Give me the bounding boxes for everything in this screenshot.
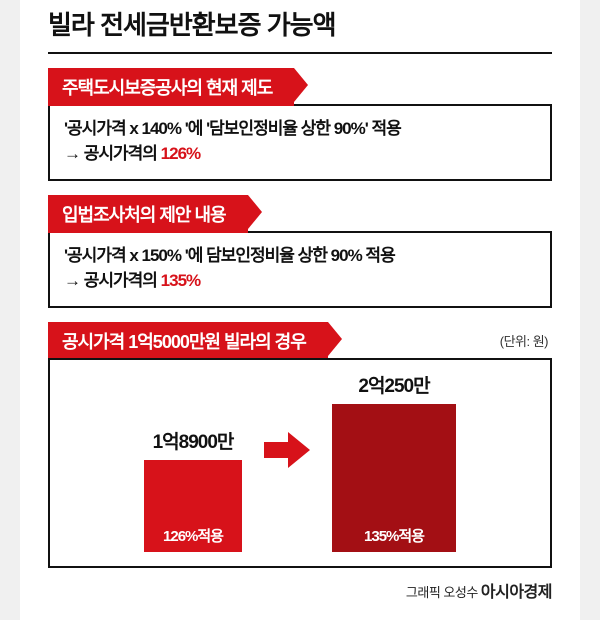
section1-box: '공시가격 x 140% '에 '담보인정비율 상한 90%' 적용 → 공시가… bbox=[48, 104, 552, 181]
section1-line2: → 공시가격의 126% bbox=[64, 141, 536, 167]
section-example: 공시가격 1억5000만원 빌라의 경우 (단위: 원) 1억8900만 126… bbox=[48, 322, 552, 568]
bar1-bottom-label: 126%적용 bbox=[163, 525, 223, 546]
section2-box: '공시가격 x 150% '에 담보인정비율 상한 90% 적용 → 공시가격의… bbox=[48, 231, 552, 308]
bar1-value: 1억8900만 bbox=[153, 427, 234, 454]
section2-line2: → 공시가격의 135% bbox=[64, 268, 536, 294]
bar2: 135%적용 bbox=[332, 404, 456, 552]
credit-line: 그래픽 오성수 아시아경제 bbox=[48, 578, 552, 602]
section1-tab: 주택도시보증공사의 현재 제도 bbox=[48, 68, 294, 106]
bar-chart: 1억8900만 126%적용 2억250만 135%적용 bbox=[80, 378, 520, 552]
bar1: 126%적용 bbox=[144, 460, 242, 552]
infographic-card: 빌라 전세금반환보증 가능액 주택도시보증공사의 현재 제도 '공시가격 x 1… bbox=[20, 0, 580, 620]
main-title: 빌라 전세금반환보증 가능액 bbox=[48, 5, 552, 54]
section-proposal: 입법조사처의 제안 내용 '공시가격 x 150% '에 담보인정비율 상한 9… bbox=[48, 195, 552, 308]
unit-label: (단위: 원) bbox=[500, 331, 552, 350]
section-current-system: 주택도시보증공사의 현재 제도 '공시가격 x 140% '에 '담보인정비율 … bbox=[48, 68, 552, 181]
section1-line1: '공시가격 x 140% '에 '담보인정비율 상한 90%' 적용 bbox=[64, 116, 536, 142]
section2-line2-prefix: → 공시가격의 bbox=[64, 271, 161, 290]
chart-box: 1억8900만 126%적용 2억250만 135%적용 bbox=[48, 358, 552, 568]
arrow-icon bbox=[264, 430, 310, 470]
section1-line2-prefix: → 공시가격의 bbox=[64, 144, 161, 163]
bar2-wrap: 2억250만 135%적용 bbox=[332, 371, 456, 552]
section2-tab: 입법조사처의 제안 내용 bbox=[48, 195, 248, 233]
bar2-bottom-label: 135%적용 bbox=[364, 525, 424, 546]
credit-brand: 아시아경제 bbox=[481, 584, 552, 601]
section2-line1: '공시가격 x 150% '에 담보인정비율 상한 90% 적용 bbox=[64, 243, 536, 269]
section2-highlight: 135% bbox=[161, 271, 200, 290]
section3-header-row: 공시가격 1억5000만원 빌라의 경우 (단위: 원) bbox=[48, 322, 552, 360]
section1-highlight: 126% bbox=[161, 144, 200, 163]
bar2-value: 2억250만 bbox=[358, 371, 429, 398]
bar1-wrap: 1억8900만 126%적용 bbox=[144, 427, 242, 552]
section3-tab: 공시가격 1억5000만원 빌라의 경우 bbox=[48, 322, 328, 360]
credit-author: 그래픽 오성수 bbox=[406, 585, 481, 600]
